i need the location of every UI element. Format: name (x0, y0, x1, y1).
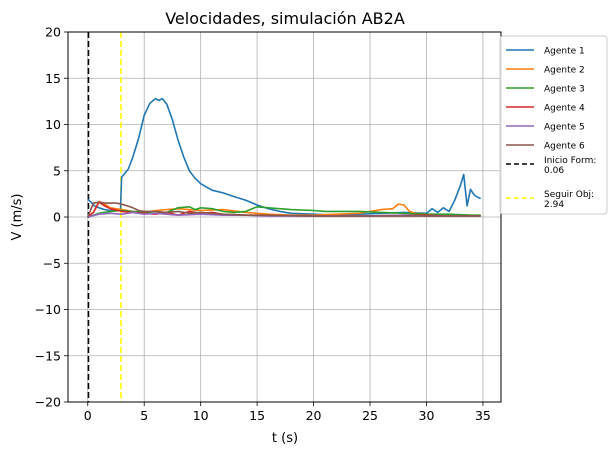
y-axis-label: V (m/s) (10, 194, 25, 241)
y-tick-label: −5 (43, 256, 61, 271)
legend-label: Agente 4 (544, 104, 585, 114)
y-tick-label: 5 (53, 163, 61, 178)
legend-label: Seguir Obj: (544, 190, 594, 200)
legend-box (499, 35, 608, 215)
y-tick-label: −20 (35, 395, 61, 410)
x-tick-label: 10 (193, 408, 209, 423)
x-tick-label: 20 (306, 408, 322, 423)
legend-value: 0.06 (544, 166, 564, 176)
legend-label: Agente 1 (544, 47, 585, 57)
series-line-agente-1 (87, 97, 481, 216)
axis-ticks: 0 5 10 15 20 25 30 35 −20 −15 −10 −5 0 5 10 15 20 (35, 25, 491, 424)
x-tick-label: 30 (419, 408, 435, 423)
legend-label: Agente 5 (544, 123, 585, 133)
legend-label: Inicio Form: (544, 156, 596, 166)
y-tick-label: 20 (45, 25, 61, 40)
y-tick-label: 0 (53, 210, 61, 225)
y-tick-label: 10 (45, 117, 61, 132)
series-line-agente-6 (87, 201, 481, 218)
x-tick-label: 25 (362, 408, 378, 423)
x-tick-label: 0 (84, 408, 92, 423)
y-tick-label: −15 (35, 348, 61, 363)
x-tick-label: 35 (475, 408, 491, 423)
legend: Agente 1 Agente 2 Agente 3 Agente 4 Agente 5… (499, 35, 608, 215)
series-line-agente-3 (87, 206, 481, 218)
chart-title: Velocidades, simulación AB2A (165, 9, 405, 28)
legend-label: Agente 2 (544, 66, 585, 76)
x-tick-label: 15 (249, 408, 265, 423)
x-tick-label: 5 (140, 408, 148, 423)
y-tick-label: −10 (35, 302, 61, 317)
y-tick-label: 15 (45, 71, 61, 86)
legend-label: Agente 6 (544, 142, 585, 152)
legend-label: Agente 3 (544, 85, 585, 95)
legend-value: 2.94 (544, 200, 564, 210)
series-lines (87, 97, 481, 218)
x-axis-label: t (s) (272, 431, 298, 446)
